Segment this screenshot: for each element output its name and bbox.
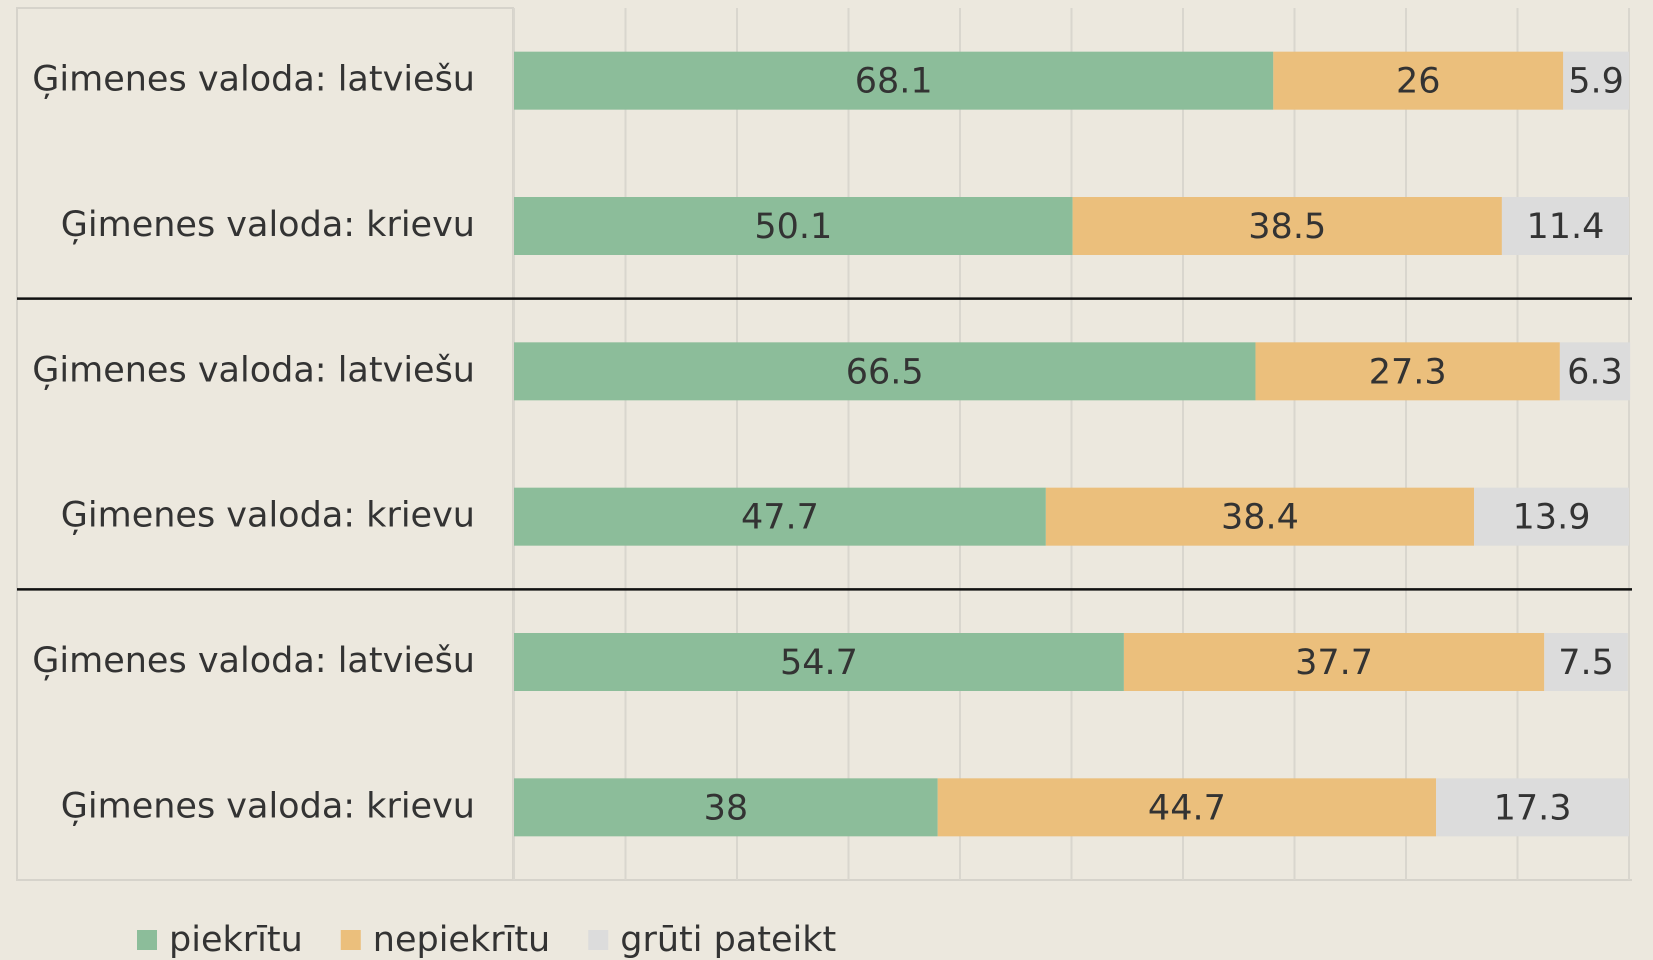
data-label: 38.4 <box>1221 498 1299 538</box>
bar-segment <box>514 342 1256 401</box>
data-label: 11.4 <box>1526 207 1604 247</box>
bar-segment <box>937 778 1437 837</box>
bar-segment <box>514 633 1124 691</box>
data-label: 68.1 <box>855 62 933 102</box>
data-label: 37.7 <box>1295 643 1373 683</box>
category-label: Ģimenes valoda: krievu <box>61 496 475 536</box>
legend-label: piekrītu <box>169 920 303 960</box>
data-label: 44.7 <box>1148 788 1226 828</box>
data-label: 54.7 <box>780 643 858 683</box>
bar-segment <box>1273 51 1564 110</box>
category-label: Ģimenes valoda: latviešu <box>32 350 475 390</box>
data-label: 13.9 <box>1513 498 1591 538</box>
data-label: 27.3 <box>1369 352 1447 392</box>
bar-segment <box>1474 487 1629 546</box>
legend-swatch <box>137 930 157 950</box>
data-label: 50.1 <box>754 207 832 247</box>
data-label: 6.3 <box>1567 352 1623 392</box>
legend-swatch <box>340 930 361 950</box>
category-label: Ģimenes valoda: latviešu <box>32 641 475 681</box>
legend-label: nepiekrītu <box>373 920 550 960</box>
bar-segment <box>1544 633 1628 691</box>
data-label: 38.5 <box>1248 207 1326 247</box>
data-label: 5.9 <box>1568 62 1624 102</box>
data-label: 66.5 <box>846 352 924 392</box>
bar-segment <box>1436 778 1629 837</box>
data-label: 17.3 <box>1494 788 1572 828</box>
bar-segment <box>1123 633 1545 691</box>
data-label: 7.5 <box>1558 643 1614 683</box>
category-label: Ģimenes valoda: krievu <box>61 786 475 826</box>
category-label: Ģimenes valoda: latviešu <box>32 60 475 100</box>
data-label: 38 <box>704 788 749 828</box>
bar-segment <box>514 778 938 837</box>
bar-segment <box>514 197 1073 255</box>
legend-swatch <box>588 930 609 950</box>
category-label: Ģimenes valoda: krievu <box>61 205 475 245</box>
legend-label: grūti pateikt <box>620 920 836 960</box>
bar-segment <box>514 51 1274 110</box>
data-label: 26 <box>1396 62 1441 102</box>
bar-segment <box>1255 342 1560 401</box>
bar-segment <box>1559 342 1631 401</box>
bar-segment <box>514 487 1046 546</box>
bar-segment <box>1501 197 1629 255</box>
bar-segment <box>1045 487 1475 546</box>
bar-segment <box>1072 197 1502 255</box>
bar-segment <box>1563 51 1629 110</box>
data-label: 47.7 <box>741 498 819 538</box>
